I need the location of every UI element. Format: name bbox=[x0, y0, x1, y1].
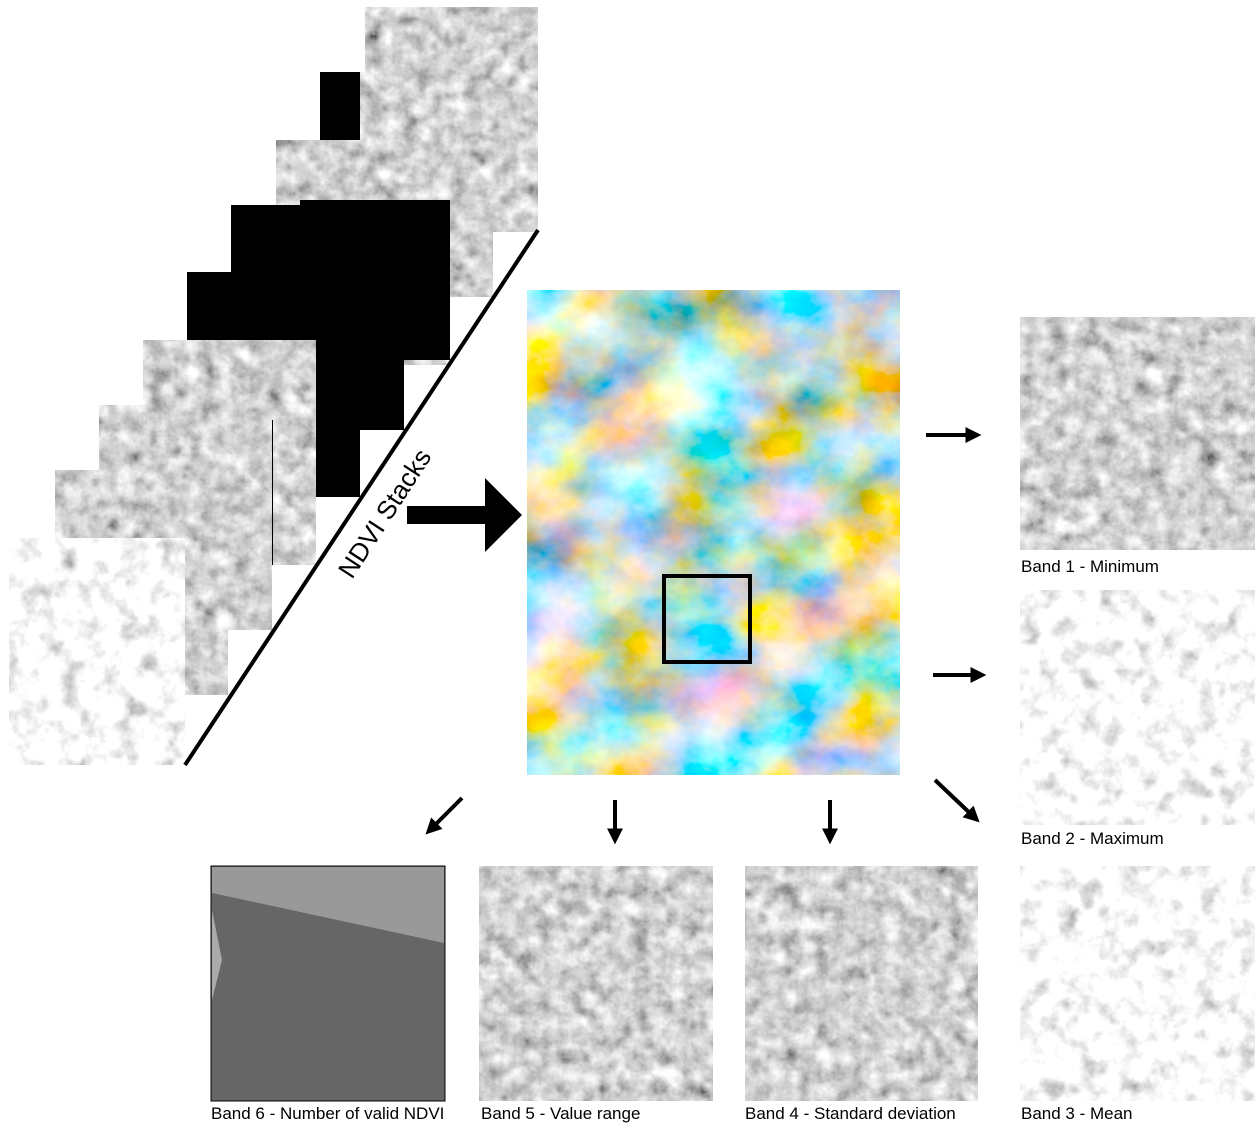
arrows bbox=[425, 427, 987, 845]
composite-image bbox=[527, 290, 900, 775]
band-label: Band 1 - Minimum bbox=[1021, 557, 1159, 576]
ndvi-stack bbox=[9, 7, 538, 765]
band-label: Band 2 - Maximum bbox=[1021, 829, 1164, 848]
band-label: Band 4 - Standard deviation bbox=[745, 1104, 956, 1123]
zoom-box bbox=[662, 574, 752, 664]
big-arrow bbox=[407, 478, 522, 552]
band-label: Band 6 - Number of valid NDVI bbox=[211, 1104, 444, 1123]
band-label: Band 3 - Mean bbox=[1021, 1104, 1133, 1123]
stack-axis bbox=[183, 228, 540, 767]
band-images bbox=[210, 316, 1256, 1102]
band-label: Band 5 - Value range bbox=[481, 1104, 640, 1123]
